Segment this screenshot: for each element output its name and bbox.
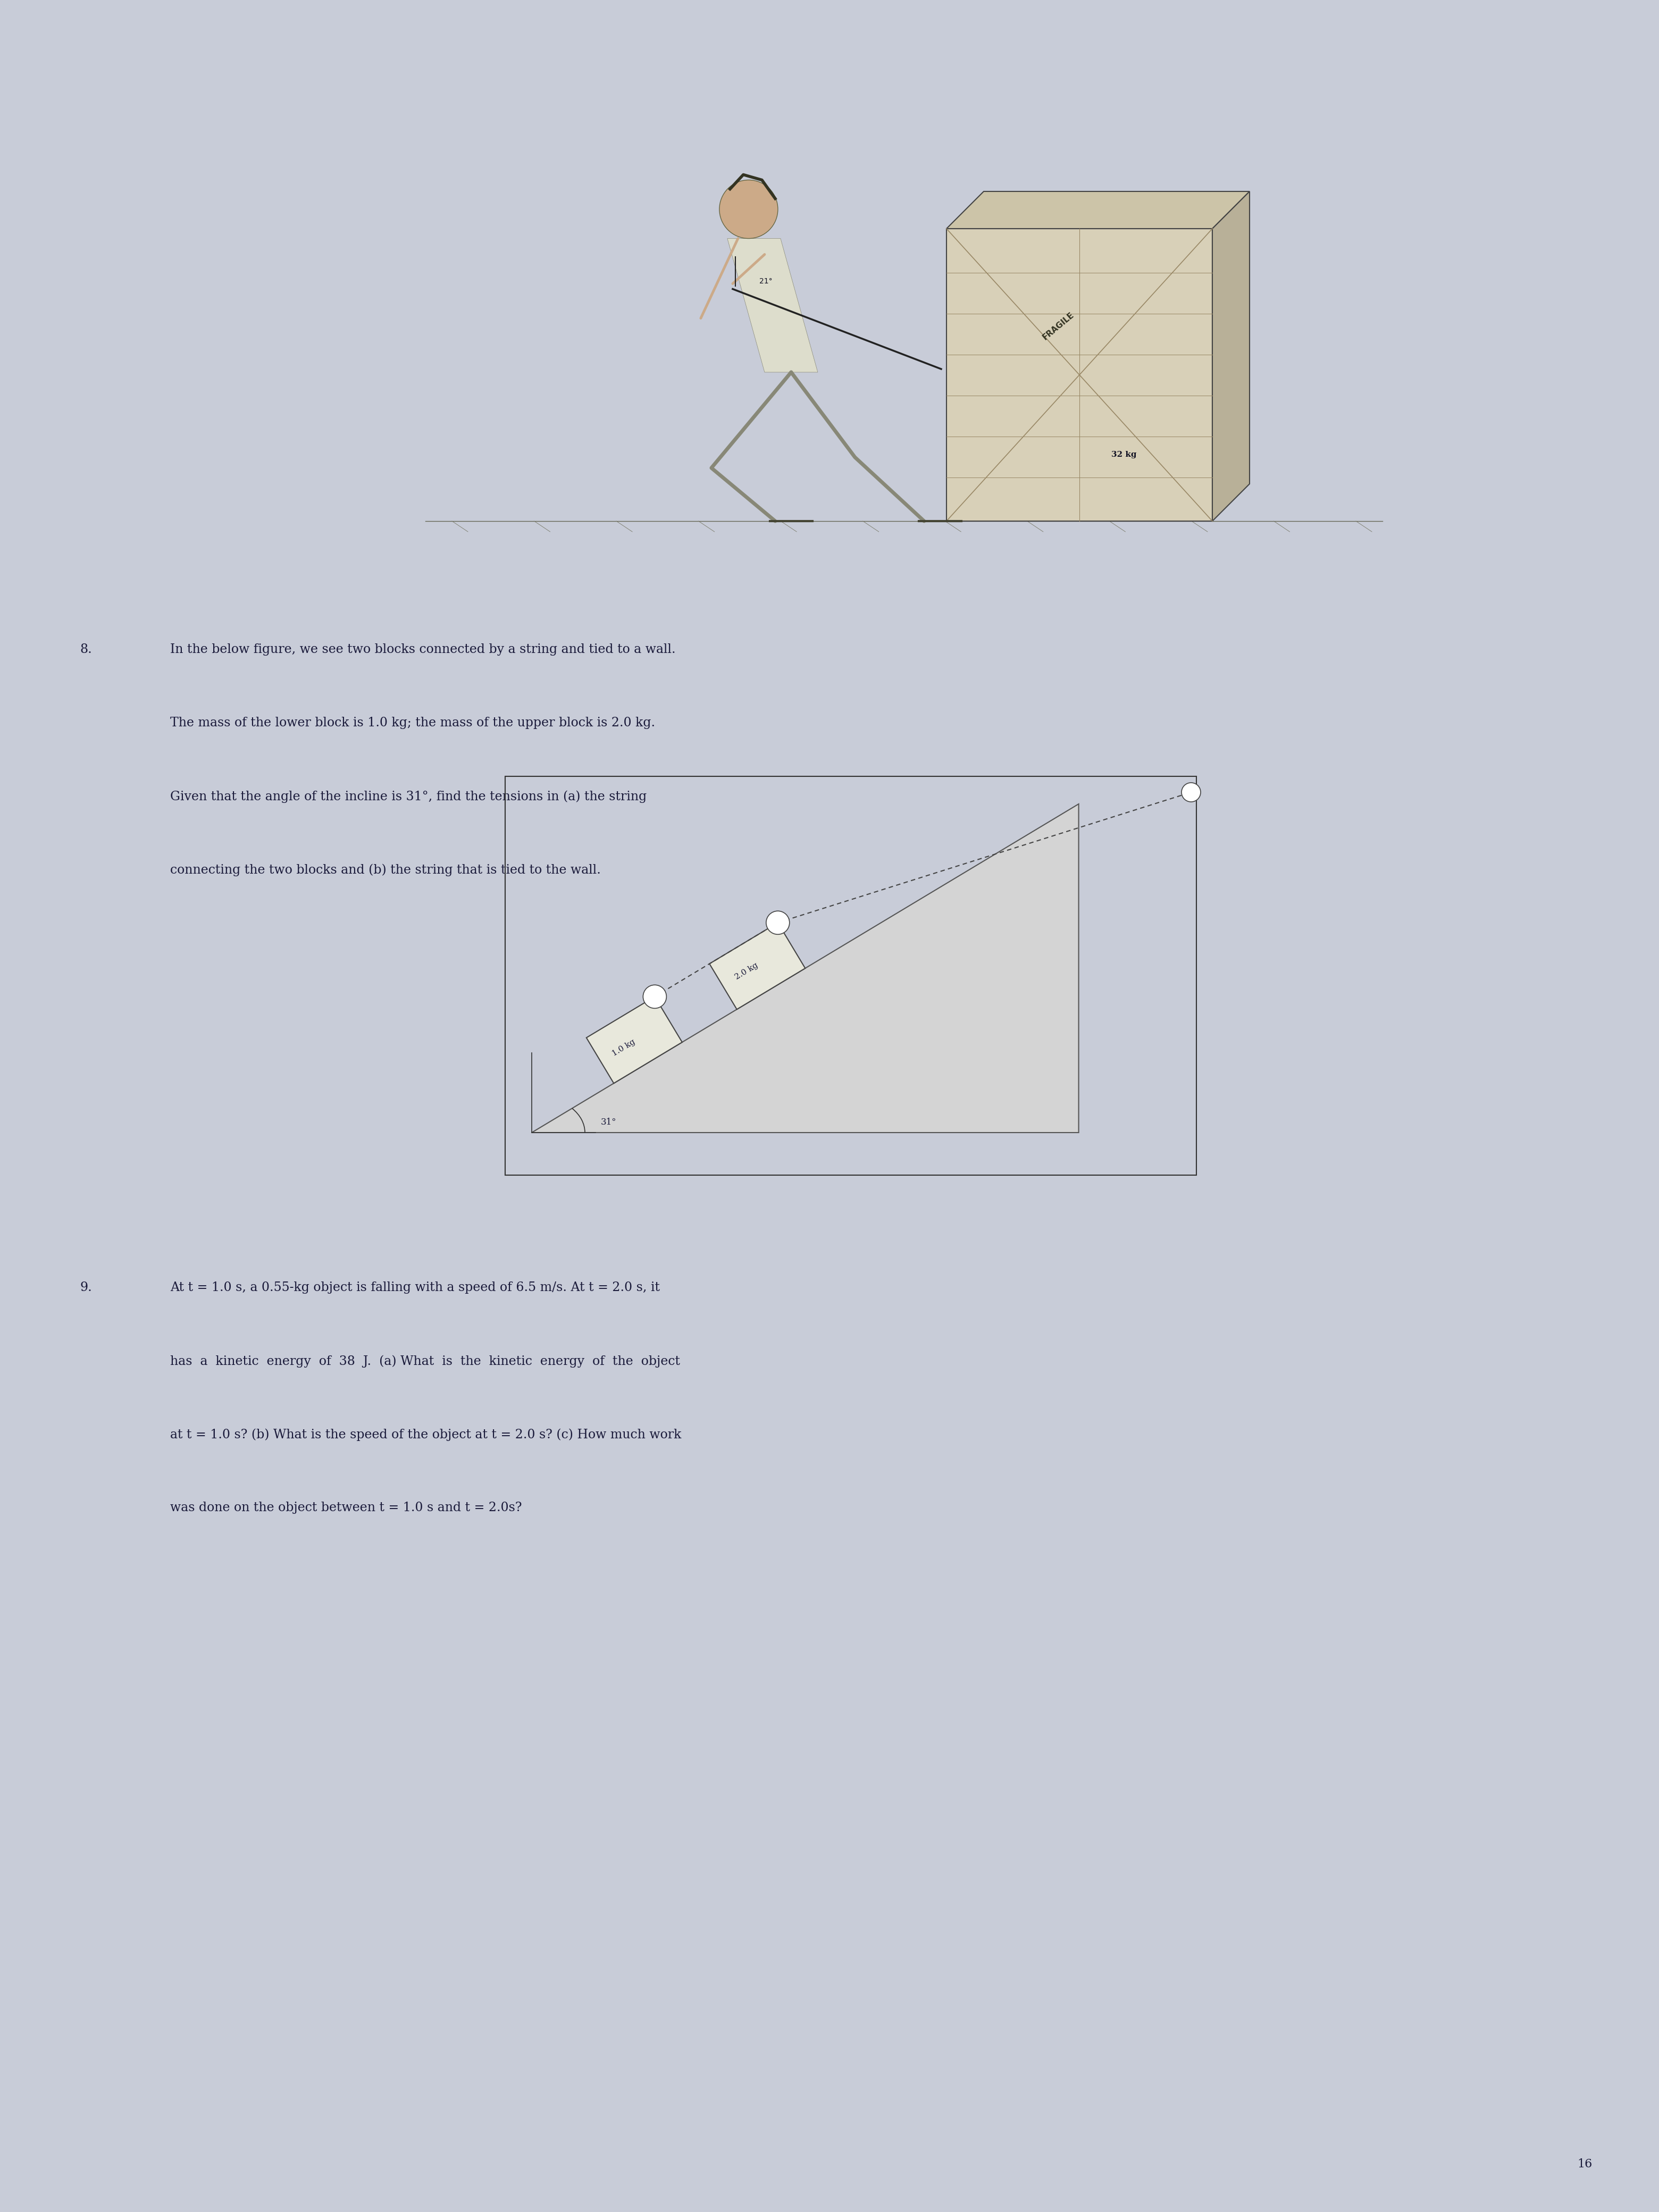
Polygon shape — [533, 803, 1078, 1133]
Bar — [947, 228, 1213, 522]
Text: Given that the angle of the incline is 31°, find the tensions in (a) the string: Given that the angle of the incline is 3… — [171, 790, 647, 803]
Text: was done on the object between t = 1.0 s and t = 2.0s?: was done on the object between t = 1.0 s… — [171, 1502, 523, 1513]
Text: 32 kg: 32 kg — [1112, 451, 1136, 458]
Text: 2.0 kg: 2.0 kg — [733, 962, 760, 982]
Circle shape — [720, 179, 778, 239]
Text: connecting the two blocks and (b) the string that is tied to the wall.: connecting the two blocks and (b) the st… — [171, 863, 601, 876]
Polygon shape — [586, 998, 682, 1084]
Polygon shape — [1213, 192, 1249, 522]
Text: 21°: 21° — [760, 279, 773, 285]
Text: FRAGILE: FRAGILE — [1040, 310, 1075, 341]
Polygon shape — [710, 922, 805, 1009]
Text: at t = 1.0 s? (b) What is the speed of the object at t = 2.0 s? (c) How much wor: at t = 1.0 s? (b) What is the speed of t… — [171, 1429, 682, 1440]
Text: 31°: 31° — [601, 1117, 617, 1126]
Text: 16: 16 — [1578, 2159, 1593, 2170]
Polygon shape — [727, 239, 818, 372]
Polygon shape — [947, 192, 1249, 228]
Text: 1.0 kg: 1.0 kg — [611, 1037, 637, 1057]
Circle shape — [766, 911, 790, 933]
Text: 8.: 8. — [80, 644, 91, 655]
Text: 9.: 9. — [80, 1281, 91, 1294]
Circle shape — [644, 984, 667, 1009]
Text: At t = 1.0 s, a 0.55-kg object is falling with a speed of 6.5 m/s. At t = 2.0 s,: At t = 1.0 s, a 0.55-kg object is fallin… — [171, 1281, 660, 1294]
Circle shape — [1181, 783, 1201, 803]
Bar — [504, 776, 1196, 1175]
Text: The mass of the lower block is 1.0 kg; the mass of the upper block is 2.0 kg.: The mass of the lower block is 1.0 kg; t… — [171, 717, 655, 730]
Text: In the below figure, we see two blocks connected by a string and tied to a wall.: In the below figure, we see two blocks c… — [171, 644, 675, 655]
Text: has  a  kinetic  energy  of  38  J.  (a) What  is  the  kinetic  energy  of  the: has a kinetic energy of 38 J. (a) What i… — [171, 1354, 680, 1367]
